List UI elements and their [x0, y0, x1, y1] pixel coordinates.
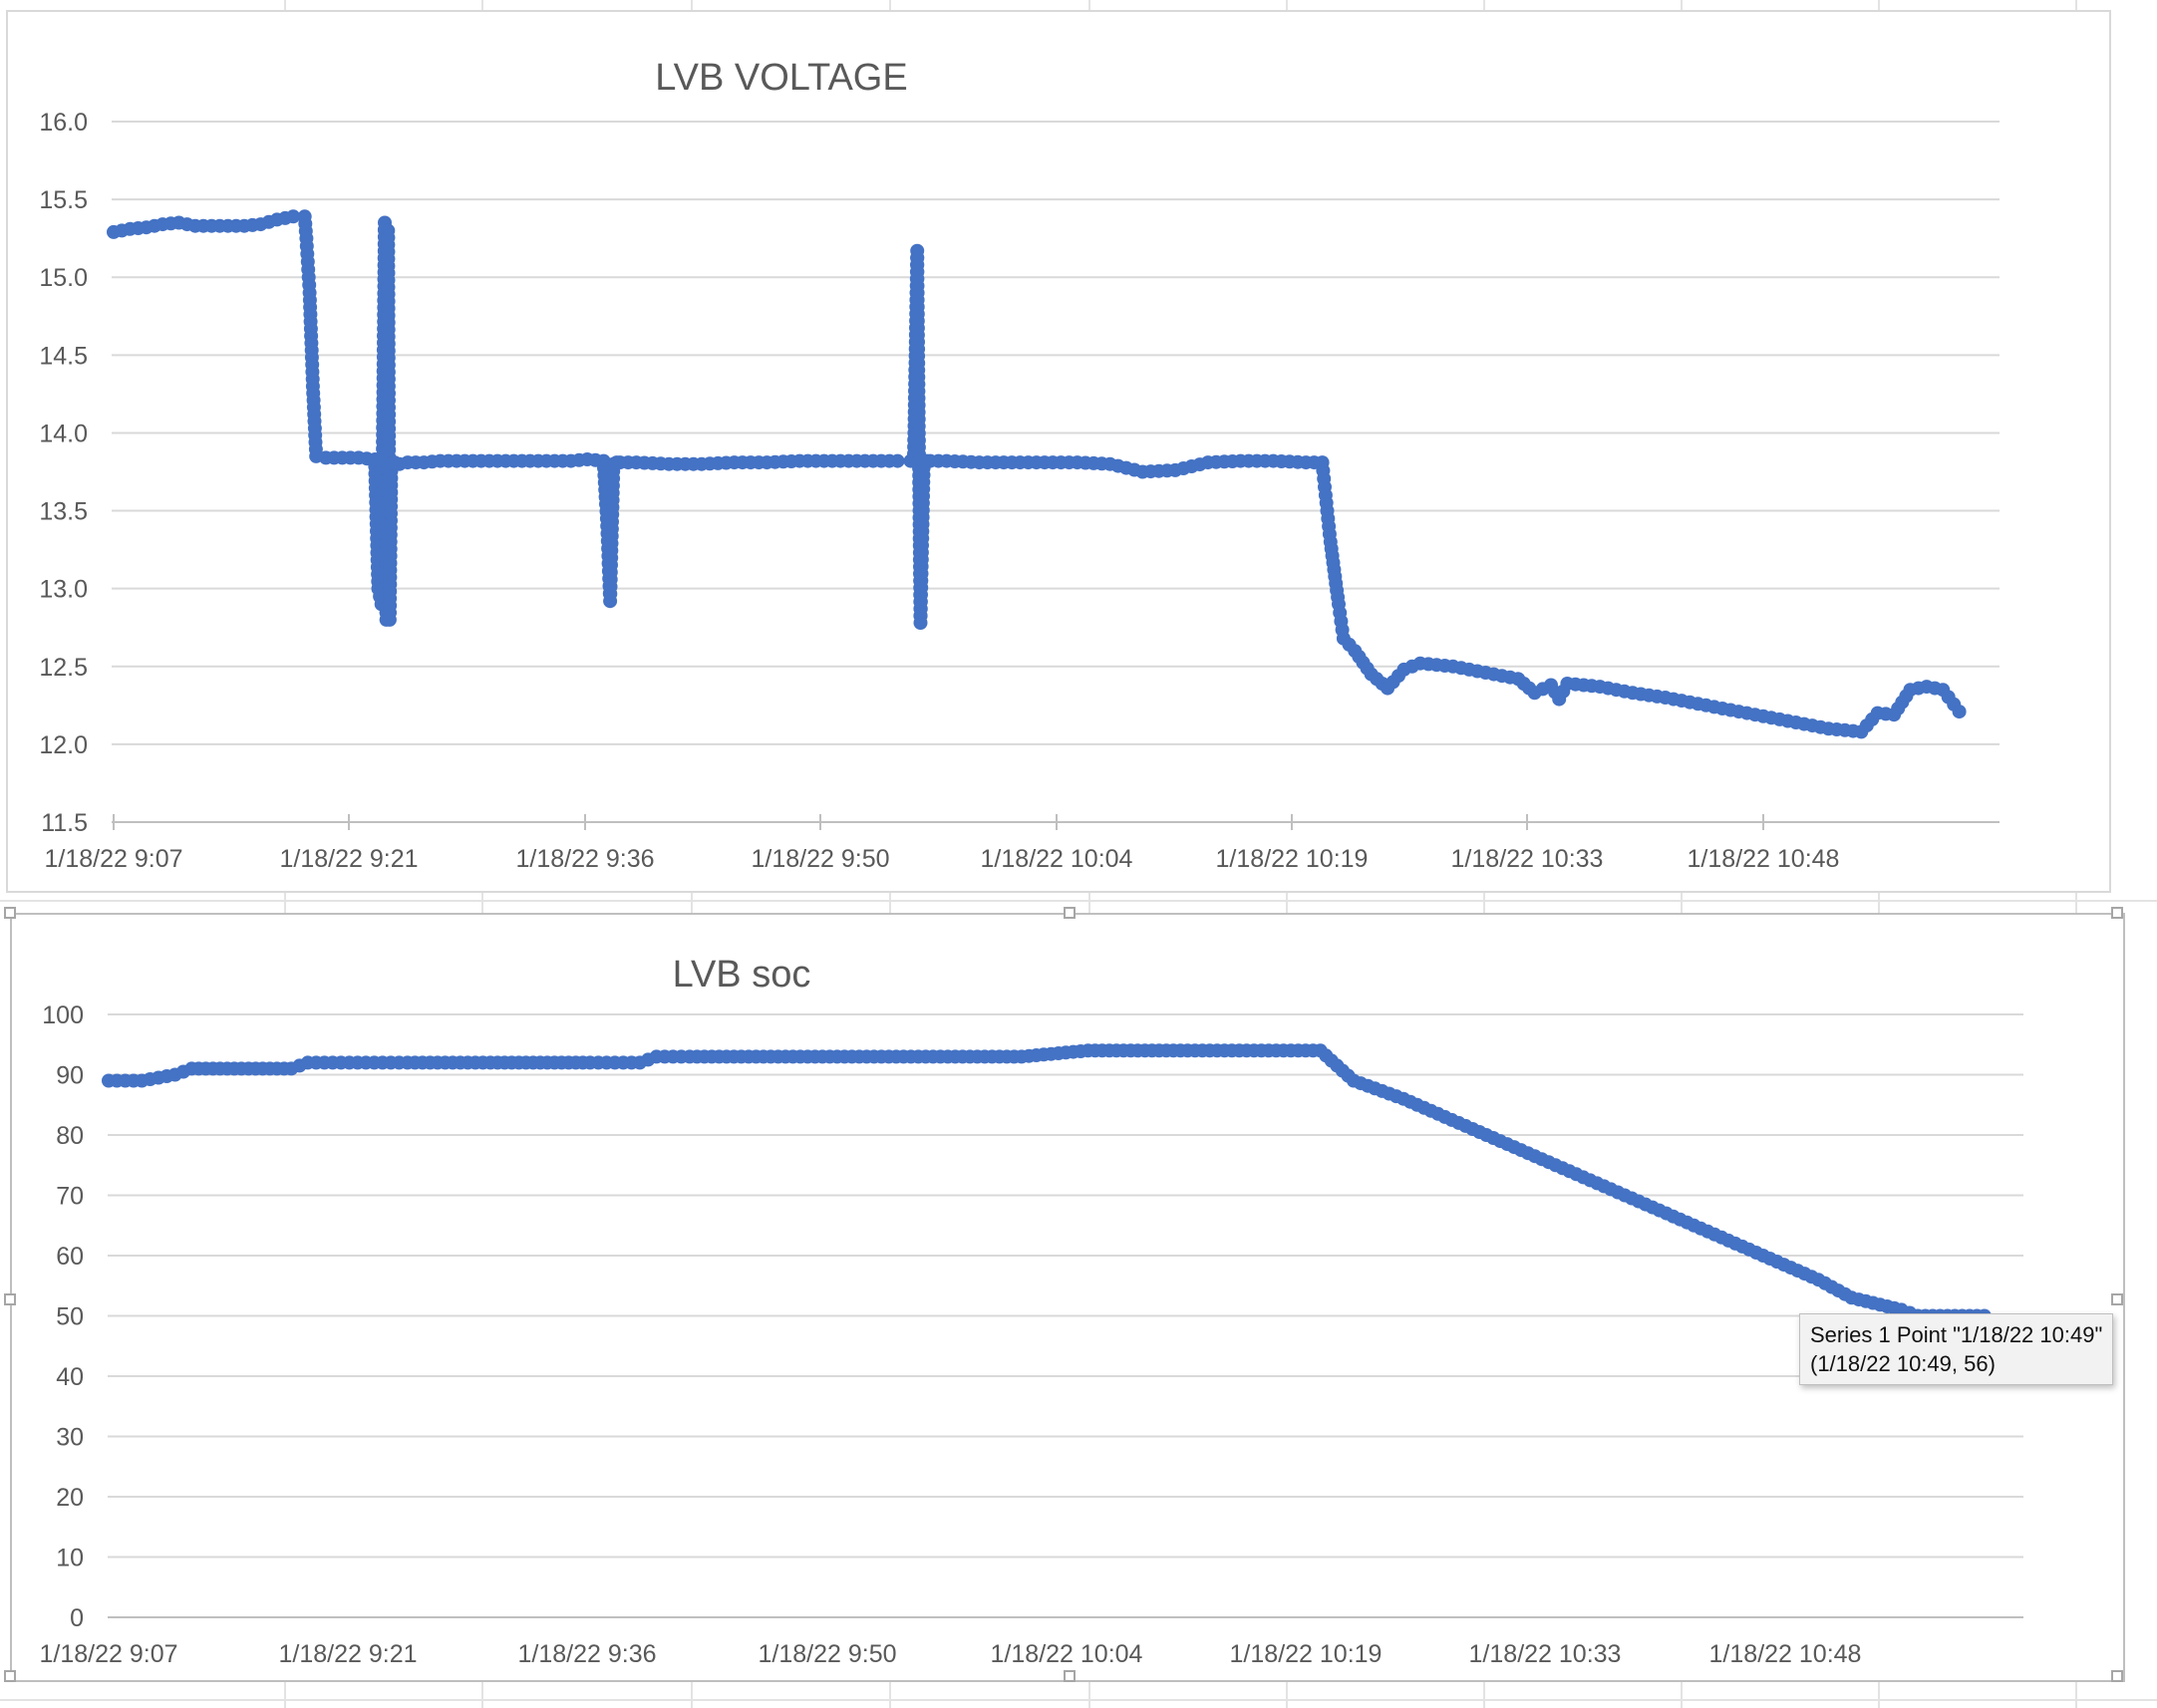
y-tick-label: 14.5: [39, 342, 88, 370]
y-tick-label: 13.5: [39, 498, 88, 526]
x-tick-label: 1/18/22 9:50: [758, 1640, 896, 1668]
y-tick-label: 20: [56, 1484, 84, 1512]
resize-handle-top-left[interactable]: [4, 907, 16, 919]
y-tick-label: 60: [56, 1243, 84, 1271]
x-tick-label: 1/18/22 9:36: [515, 845, 654, 873]
resize-handle-bottom-right[interactable]: [2111, 1670, 2123, 1682]
resize-handle-top-right[interactable]: [2111, 907, 2123, 919]
x-tick-label: 1/18/22 10:19: [1230, 1640, 1383, 1668]
y-tick-label: 16.0: [39, 109, 88, 137]
y-tick-label: 70: [56, 1183, 84, 1211]
series-1-markers: [107, 209, 1967, 739]
tooltip-line-1: Series 1 Point "1/18/22 10:49": [1810, 1322, 2103, 1347]
series-1-markers: [102, 1043, 1992, 1323]
soc-chart: LVB soc 0 10 20 30 40 50 60 70 80 90 100 1/18/22 9:0…: [39, 954, 2023, 1668]
soc-chart-frame[interactable]: LVB soc 0 10 20 30 40 50 60 70 80 90 100 1/18/22 9:0…: [4, 907, 2125, 1682]
resize-handle-middle-left[interactable]: [4, 1293, 16, 1305]
y-tick-label: 10: [56, 1545, 84, 1572]
x-tick-label: 1/18/22 10:04: [991, 1640, 1143, 1668]
chart-title: LVB VOLTAGE: [655, 57, 907, 99]
x-tick-label: 1/18/22 9:07: [39, 1640, 177, 1668]
tooltip-line-2: (1/18/22 10:49, 56): [1810, 1351, 1996, 1376]
y-tick-label: 15.0: [39, 264, 88, 292]
resize-handle-middle-right[interactable]: [2111, 1293, 2123, 1305]
data-point[interactable]: [890, 453, 905, 468]
y-tick-label: 13.0: [39, 576, 88, 604]
chart-title: LVB soc: [673, 954, 811, 996]
x-tick-label: 1/18/22 9:07: [44, 845, 182, 873]
y-tick-label: 90: [56, 1062, 84, 1090]
y-tick-label: 80: [56, 1122, 84, 1150]
data-point[interactable]: [1952, 705, 1967, 719]
x-tick-label: 1/18/22 10:33: [1469, 1640, 1622, 1668]
x-tick-label: 1/18/22 9:36: [517, 1640, 656, 1668]
y-tick-label: 0: [70, 1604, 84, 1632]
x-tick-label: 1/18/22 9:21: [279, 845, 418, 873]
y-tick-label: 40: [56, 1363, 84, 1391]
y-tick-label: 15.5: [39, 186, 88, 214]
x-tick-label: 1/18/22 9:21: [278, 1640, 417, 1668]
x-tick-label: 1/18/22 10:33: [1451, 845, 1604, 873]
voltage-chart-frame[interactable]: LVB VOLTAGE 11.5 12.0 12.5 13.0 13.5 14.0 14.5 1…: [6, 10, 2111, 893]
y-tick-label: 50: [56, 1303, 84, 1331]
x-tick-label: 1/18/22 9:50: [751, 845, 889, 873]
y-tick-label: 12.5: [39, 654, 88, 682]
x-tick-label: 1/18/22 10:04: [981, 845, 1133, 873]
resize-handle-top-center[interactable]: [1064, 907, 1076, 919]
y-tick-label: 11.5: [41, 809, 88, 837]
voltage-chart: LVB VOLTAGE 11.5 12.0 12.5 13.0 13.5 14.0 14.5 1…: [39, 57, 2000, 873]
x-tick-label: 1/18/22 10:19: [1216, 845, 1369, 873]
resize-handle-bottom-center[interactable]: [1064, 1670, 1076, 1682]
series-1-line[interactable]: [109, 1048, 1985, 1318]
data-point[interactable]: [286, 209, 301, 224]
x-tick-label: 1/18/22 10:48: [1688, 845, 1840, 873]
data-point-tooltip: Series 1 Point "1/18/22 10:49" (1/18/22 …: [1799, 1313, 2114, 1385]
y-tick-label: 12.0: [39, 731, 88, 759]
y-tick-label: 14.0: [39, 420, 88, 447]
y-tick-label: 100: [42, 1001, 84, 1029]
y-tick-label: 30: [56, 1424, 84, 1452]
resize-handle-bottom-left[interactable]: [4, 1670, 16, 1682]
x-tick-label: 1/18/22 10:48: [1709, 1640, 1862, 1668]
